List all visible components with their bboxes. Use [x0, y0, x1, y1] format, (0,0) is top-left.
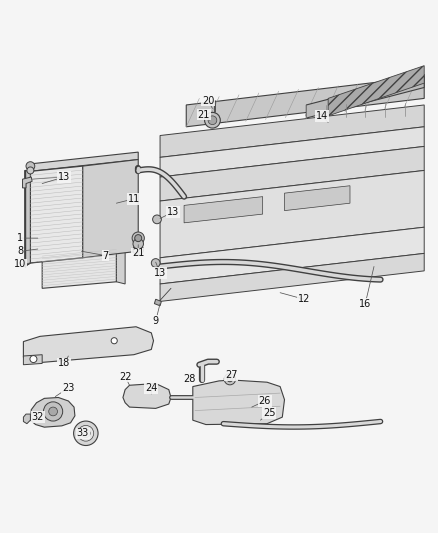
Text: 24: 24 — [145, 383, 158, 393]
Circle shape — [81, 429, 90, 438]
Circle shape — [30, 356, 37, 362]
Polygon shape — [184, 197, 263, 223]
Circle shape — [111, 338, 117, 344]
Polygon shape — [193, 380, 285, 425]
Text: 28: 28 — [183, 374, 195, 384]
Circle shape — [227, 376, 233, 382]
Polygon shape — [160, 127, 424, 177]
Polygon shape — [160, 253, 424, 302]
Polygon shape — [30, 166, 83, 263]
Polygon shape — [22, 177, 32, 188]
Text: 33: 33 — [77, 429, 89, 438]
Polygon shape — [23, 327, 153, 362]
Text: 1: 1 — [17, 233, 23, 243]
Polygon shape — [123, 384, 171, 408]
Polygon shape — [30, 152, 138, 171]
Circle shape — [26, 161, 35, 171]
Polygon shape — [186, 77, 424, 127]
Circle shape — [49, 407, 57, 416]
Text: 10: 10 — [14, 260, 26, 269]
Polygon shape — [160, 227, 424, 284]
Polygon shape — [306, 75, 424, 118]
Circle shape — [27, 167, 34, 174]
Polygon shape — [30, 398, 75, 427]
Circle shape — [74, 421, 98, 446]
Text: 16: 16 — [359, 298, 371, 309]
Text: 13: 13 — [58, 172, 70, 182]
Text: 7: 7 — [102, 251, 109, 261]
Circle shape — [152, 215, 161, 224]
Polygon shape — [42, 247, 117, 288]
Circle shape — [208, 116, 217, 125]
Text: 23: 23 — [62, 383, 74, 393]
Polygon shape — [23, 414, 30, 424]
Text: 12: 12 — [298, 294, 311, 304]
Text: 13: 13 — [167, 207, 179, 217]
Circle shape — [78, 425, 94, 441]
Circle shape — [43, 402, 63, 421]
Text: 18: 18 — [58, 358, 70, 368]
Polygon shape — [154, 299, 161, 306]
Circle shape — [151, 259, 160, 268]
Polygon shape — [285, 185, 350, 211]
Text: 32: 32 — [32, 412, 44, 422]
Polygon shape — [160, 171, 424, 258]
Text: 22: 22 — [119, 372, 131, 382]
Circle shape — [133, 239, 144, 249]
Polygon shape — [117, 247, 125, 284]
Polygon shape — [328, 66, 424, 116]
Text: 21: 21 — [132, 248, 145, 259]
Text: 20: 20 — [202, 95, 214, 106]
Polygon shape — [83, 159, 138, 258]
Polygon shape — [160, 147, 424, 201]
Text: 21: 21 — [198, 110, 210, 119]
Circle shape — [224, 374, 236, 385]
Circle shape — [132, 232, 145, 244]
Text: 8: 8 — [17, 246, 23, 256]
Circle shape — [135, 235, 142, 241]
Text: 25: 25 — [263, 408, 276, 418]
Polygon shape — [25, 171, 30, 266]
Text: 27: 27 — [225, 370, 237, 380]
Text: 13: 13 — [154, 268, 166, 278]
Text: 26: 26 — [259, 396, 271, 406]
Circle shape — [205, 112, 220, 128]
Polygon shape — [160, 105, 424, 157]
Circle shape — [133, 245, 144, 255]
Polygon shape — [23, 354, 42, 365]
Text: 11: 11 — [128, 194, 140, 204]
Text: 14: 14 — [315, 111, 328, 121]
Text: 9: 9 — [152, 316, 159, 326]
